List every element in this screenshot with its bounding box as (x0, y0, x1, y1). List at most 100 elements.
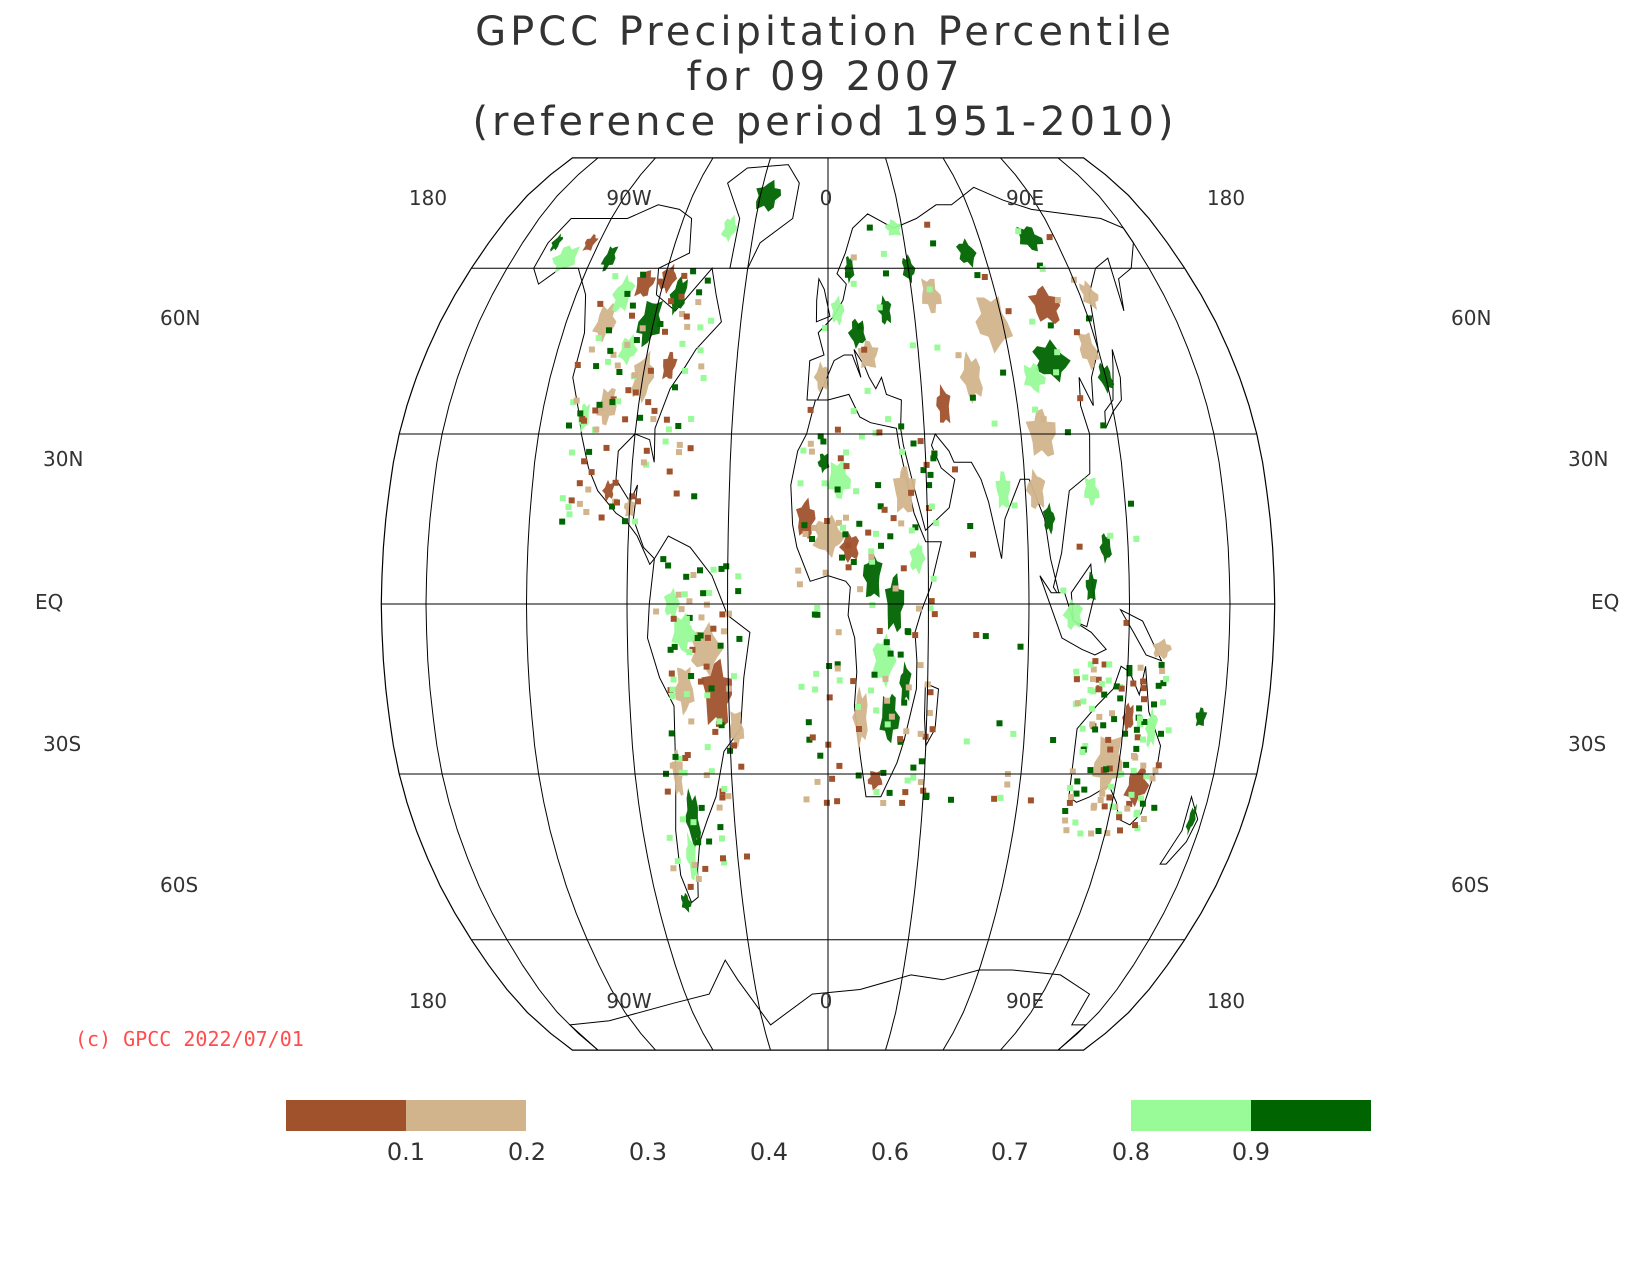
anomaly-cell (807, 406, 814, 413)
anomaly-cell (834, 426, 841, 433)
lon-label-top-90e: 90E (1006, 186, 1044, 210)
anomaly-cell (684, 323, 691, 330)
anomaly-cell (1046, 234, 1053, 241)
anomaly-patch (1023, 362, 1046, 394)
anomaly-cell (704, 692, 711, 699)
lat-label-left-60n: 60N (160, 306, 200, 330)
anomaly-patch (817, 453, 830, 474)
anomaly-cell (566, 422, 572, 429)
anomaly-cell (899, 799, 906, 806)
legend-label-0-6: 0.6 (871, 1138, 909, 1166)
lat-label-left-eq: EQ (35, 590, 63, 614)
anomaly-cell (923, 461, 930, 468)
legend-swatch-0-8-to-0-9 (1131, 1100, 1251, 1131)
anomaly-patch (611, 274, 636, 313)
anomaly-cell (675, 423, 682, 429)
anomaly-cell (857, 323, 864, 330)
anomaly-cell (796, 581, 803, 588)
anomaly-cell (1149, 775, 1156, 782)
anomaly-cell (930, 455, 937, 462)
anomaly-cell (683, 615, 690, 622)
meridian-90 (942, 157, 1030, 1051)
anomaly-cell (969, 394, 976, 401)
anomaly-cell (873, 789, 880, 795)
anomaly-cell (683, 691, 690, 698)
anomaly-cell (731, 673, 737, 680)
anomaly-cell (704, 277, 711, 284)
anomaly-cell (845, 542, 852, 549)
anomaly-cell (612, 479, 619, 486)
anomaly-cell (836, 677, 843, 684)
anomaly-patch (921, 278, 942, 314)
new-zealand-outline (1159, 794, 1199, 865)
anomaly-cell (666, 834, 673, 841)
anomaly-cell (697, 347, 704, 354)
anomaly-cell (627, 506, 634, 513)
anomaly-cell (1036, 262, 1043, 269)
anomaly-cell (718, 565, 725, 572)
anomaly-cell (840, 524, 846, 531)
anomaly-cell (1086, 315, 1092, 322)
anomaly-cell (666, 468, 673, 475)
anomaly-cell (901, 699, 908, 706)
anomaly-cell (834, 665, 841, 672)
anomaly-cell (853, 488, 860, 495)
anomaly-cell (850, 559, 857, 565)
anomaly-cell (690, 572, 697, 578)
anomaly-cell (850, 280, 857, 287)
anomaly-cell (672, 753, 679, 760)
anomaly-cell (1080, 698, 1087, 705)
anomaly-cell (612, 273, 619, 280)
anomaly-cell (669, 693, 676, 700)
meridian-180 (1057, 157, 1231, 1051)
anomaly-cell (1104, 830, 1111, 837)
anomaly-cell (700, 375, 707, 381)
anomaly-cell (1090, 676, 1096, 683)
meridian--90 (626, 157, 714, 1051)
anomaly-cell (933, 520, 940, 527)
anomaly-cell (900, 565, 907, 572)
new-guinea-outline (1119, 608, 1163, 662)
anomaly-cell (721, 785, 728, 792)
anomaly-cell (697, 324, 704, 331)
anomaly-cell (918, 758, 925, 765)
anomaly-cell (696, 289, 703, 296)
anomaly-cell (678, 293, 685, 300)
anomaly-patch (582, 234, 599, 251)
anomaly-cell (676, 449, 682, 456)
anomaly-cell (800, 447, 807, 454)
anomaly-cell (1087, 767, 1094, 774)
anomaly-cell (708, 685, 715, 692)
anomaly-cell (926, 482, 933, 489)
anomaly-cell (1100, 422, 1107, 429)
graticule (381, 157, 1275, 1051)
anomaly-cell (876, 628, 883, 634)
anomaly-cell (1133, 811, 1140, 818)
anomaly-cell (708, 768, 715, 775)
anomaly-cell (1010, 730, 1017, 737)
indonesia-outline (1039, 575, 1108, 656)
anomaly-patch (885, 219, 902, 236)
anomaly-cell (720, 855, 726, 862)
anomaly-cell (668, 670, 675, 677)
color-legend: 0.1 0.2 0.3 0.4 0.6 0.7 0.8 0.9 (286, 1100, 1371, 1166)
lat-label-right-eq: EQ (1591, 590, 1619, 614)
anomaly-cell (606, 327, 612, 334)
anomaly-cell (917, 779, 924, 786)
anomaly-patch (671, 749, 684, 797)
anomaly-cell (1098, 680, 1105, 687)
meridian-135 (1000, 157, 1131, 1051)
anomaly-cell (923, 792, 930, 799)
anomaly-cell (678, 769, 685, 776)
anomaly-cell (1165, 727, 1172, 734)
anomaly-patch (701, 658, 732, 728)
anomaly-patch (852, 686, 868, 750)
anomaly-cell (865, 529, 872, 536)
anomaly-cell (850, 678, 857, 685)
anomaly-cell (855, 772, 862, 779)
anomaly-cell (915, 605, 922, 612)
anomaly-cell (614, 362, 621, 369)
anomaly-cell (1151, 701, 1157, 708)
anomaly-cell (1123, 619, 1130, 626)
anomaly-cell (900, 471, 907, 478)
